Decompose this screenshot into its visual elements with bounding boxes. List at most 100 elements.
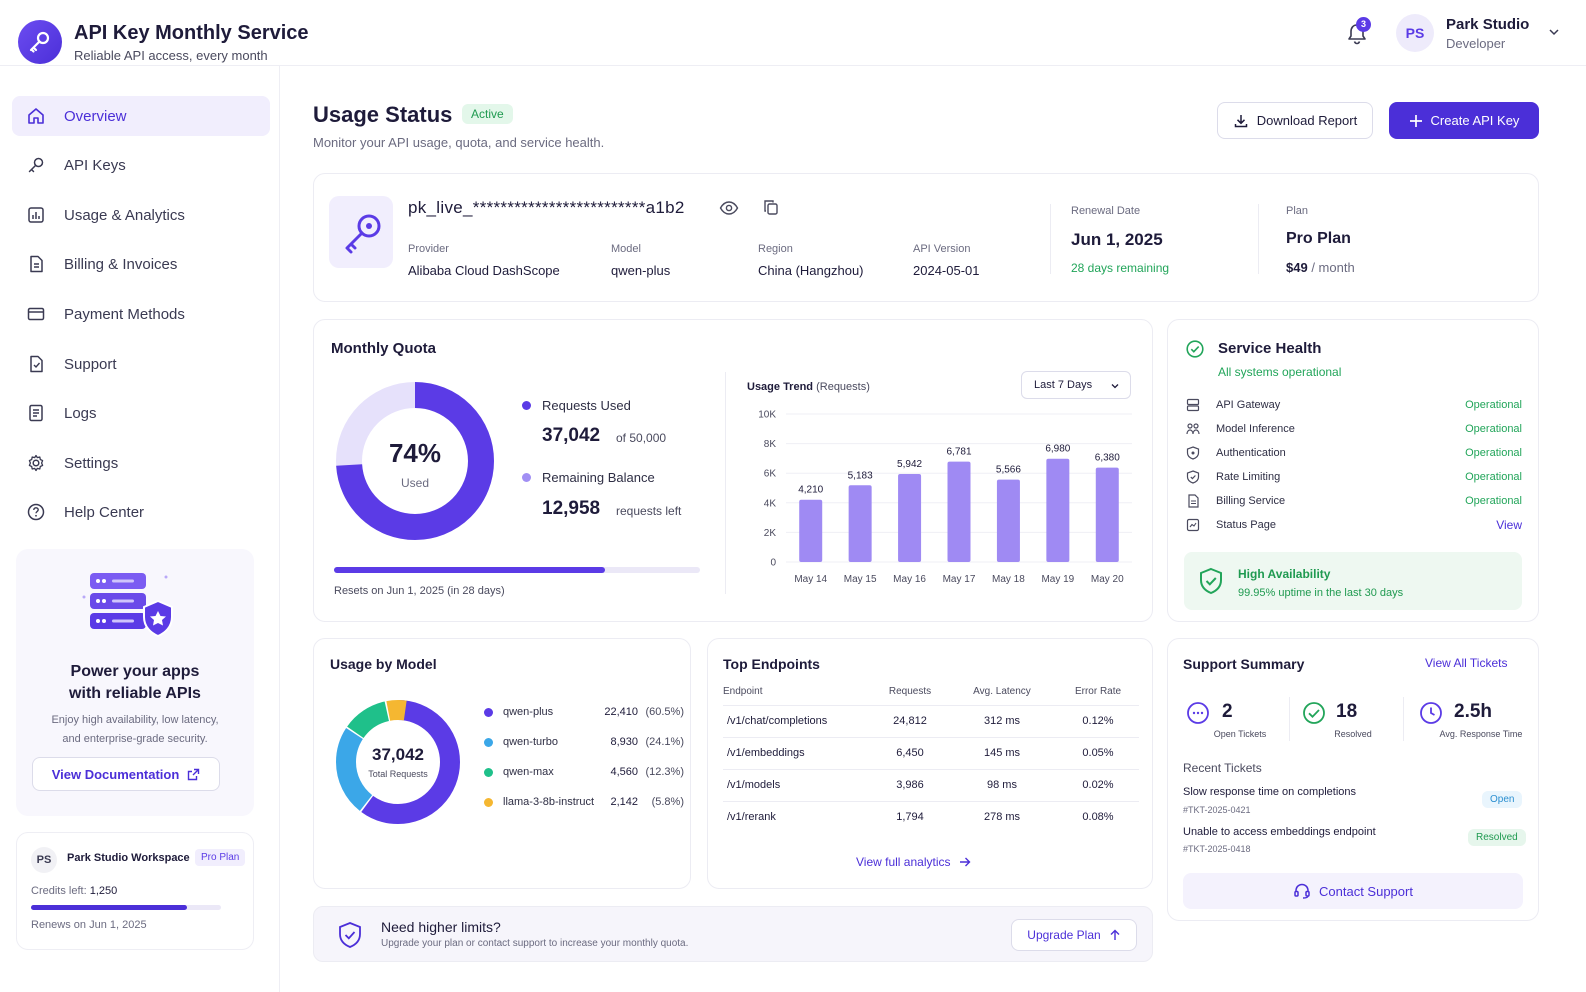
workspace-name: Park Studio Workspace — [67, 852, 190, 864]
divider — [1050, 204, 1051, 274]
sidebar-item-api-keys[interactable]: API Keys — [12, 145, 270, 185]
user-menu-button[interactable] — [1548, 26, 1560, 38]
requests-used-value: 37,042 — [542, 425, 601, 446]
sidebar-item-overview[interactable]: Overview — [12, 96, 270, 136]
divider — [1403, 697, 1404, 741]
bar[interactable] — [996, 479, 1020, 562]
quota-donut — [336, 382, 494, 540]
sidebar-item-logs[interactable]: Logs — [12, 393, 270, 433]
sidebar-item-billing[interactable]: Billing & Invoices — [12, 244, 270, 284]
service-status: Operational — [1465, 447, 1522, 459]
bar-value-label: 6,380 — [1095, 453, 1120, 464]
api-key-value: pk_live_*************************a1b2 — [408, 198, 685, 217]
requests-total: of 50,000 — [616, 431, 667, 445]
bar-value-label: 4,210 — [798, 485, 823, 496]
service-status: Operational — [1465, 495, 1522, 507]
check-circle-icon — [1303, 702, 1325, 724]
bar-value-label: 5,566 — [996, 465, 1021, 476]
table-row[interactable]: /v1/models 3,986 98 ms 0.02% — [723, 769, 1139, 802]
service-health-card: Service Health All systems operational A… — [1167, 319, 1539, 622]
sidebar-item-support[interactable]: Support — [12, 344, 270, 384]
bar[interactable] — [947, 461, 971, 562]
page-subtitle: Monitor your API usage, quota, and servi… — [313, 135, 605, 150]
avg-response-label: Avg. Response Time — [1439, 729, 1523, 739]
plan-label: Plan — [1286, 205, 1309, 217]
download-report-button[interactable]: Download Report — [1217, 102, 1373, 139]
table-row[interactable]: /v1/embeddings 6,450 145 ms 0.05% — [723, 737, 1139, 770]
billing-icon — [1188, 494, 1199, 508]
y-tick-label: 2K — [764, 528, 777, 539]
sidebar-item-settings[interactable]: Settings — [12, 443, 270, 483]
bar[interactable] — [1095, 467, 1119, 562]
eye-icon[interactable] — [719, 200, 739, 216]
app-title: API Key Monthly Service — [74, 22, 309, 44]
promo-card: Power your apps with reliable APIs Enjoy… — [16, 549, 254, 816]
upgrade-title: Need higher limits? — [381, 919, 501, 935]
model-legend-item: llama-3-8b-instruct 2,142 (5.8%) — [484, 796, 684, 808]
quota-used-label: Used — [400, 476, 429, 490]
view-documentation-button[interactable]: View Documentation — [32, 757, 220, 791]
sidebar-item-payment-methods[interactable]: Payment Methods — [12, 294, 270, 334]
contact-support-button[interactable]: Contact Support — [1183, 873, 1523, 909]
page-title: Usage Status — [313, 102, 453, 127]
renewal-label: Renewal Date — [1071, 205, 1141, 217]
copy-icon[interactable] — [763, 199, 779, 216]
quota-resets: Resets on Jun 1, 2025 (in 28 days) — [334, 585, 505, 597]
monthly-quota-card: Monthly Quota 74% Used Requests Used 37,… — [313, 319, 1153, 622]
server-shield-icon — [82, 573, 173, 638]
service-status: Operational — [1465, 471, 1522, 483]
model-icon — [1186, 423, 1200, 435]
headset-icon — [1294, 883, 1310, 899]
card-title: Top Endpoints — [723, 656, 820, 672]
bar-value-label: 5,942 — [897, 459, 922, 470]
range-select[interactable]: Last 7 Days — [1021, 371, 1131, 399]
api-key-card: pk_live_*************************a1b2 Pr… — [313, 173, 1539, 302]
external-link-icon — [188, 768, 200, 780]
model-total-label: Total Requests — [368, 769, 428, 779]
service-row: API Gateway Operational — [1186, 393, 1522, 417]
legend-dot — [484, 767, 493, 777]
status-badge: Active — [462, 104, 513, 124]
model-donut-chart — [336, 700, 460, 824]
model-value: qwen-plus — [611, 263, 671, 278]
top-endpoints-card: Top Endpoints Endpoint Requests Avg. Lat… — [707, 638, 1153, 889]
sidebar-item-label: Usage & Analytics — [64, 206, 185, 224]
bar[interactable] — [1046, 458, 1070, 562]
x-tick-label: May 20 — [1091, 574, 1124, 585]
sidebar-item-label: Help Center — [64, 503, 145, 521]
upgrade-text: Upgrade your plan or contact support to … — [381, 938, 689, 949]
service-status: Operational — [1465, 399, 1522, 411]
create-api-key-button[interactable]: Create API Key — [1389, 102, 1539, 139]
user-name[interactable]: Park Studio — [1446, 16, 1530, 33]
donut-slice[interactable] — [336, 700, 460, 824]
bar[interactable] — [799, 499, 823, 562]
y-tick-label: 0 — [770, 558, 776, 569]
view-all-tickets-link[interactable]: View All Tickets — [1425, 656, 1508, 670]
upgrade-plan-button[interactable]: Upgrade Plan — [1011, 919, 1137, 951]
service-row[interactable]: Status Page View — [1186, 513, 1522, 537]
status-page-link[interactable]: View — [1496, 518, 1522, 532]
bar[interactable] — [898, 474, 922, 562]
table-row[interactable]: /v1/chat/completions 24,812 312 ms 0.12% — [723, 705, 1139, 738]
view-full-analytics-link[interactable]: View full analytics — [856, 855, 971, 869]
sidebar-item-help-center[interactable]: Help Center — [12, 492, 270, 532]
workspace-card[interactable]: PS Park Studio Workspace Pro Plan Credit… — [16, 832, 254, 950]
x-tick-label: May 14 — [794, 574, 827, 585]
donut-slice[interactable] — [336, 700, 460, 824]
resolved-label: Resolved — [1334, 729, 1372, 739]
check-circle-icon — [1186, 340, 1204, 358]
usage-by-model-card: Usage by Model 37,042 Total Requests qwe… — [313, 638, 691, 889]
table-row[interactable]: /v1/rerank 1,794 278 ms 0.08% — [727, 811, 1114, 824]
user-avatar[interactable]: PS — [1396, 14, 1434, 52]
x-tick-label: May 19 — [1041, 574, 1074, 585]
key-illustration — [329, 196, 393, 268]
ticket-title[interactable]: Unable to access embeddings endpoint — [1183, 826, 1376, 838]
bar[interactable] — [848, 485, 872, 562]
sidebar-item-label: Logs — [64, 404, 97, 422]
credits-progress — [31, 905, 221, 910]
upgrade-banner: Need higher limits? Upgrade your plan or… — [313, 906, 1153, 962]
ticket-title[interactable]: Slow response time on completions — [1183, 786, 1357, 798]
quota-donut-used — [336, 382, 494, 540]
plus-icon — [1409, 114, 1422, 127]
sidebar-item-usage-analytics[interactable]: Usage & Analytics — [12, 195, 270, 235]
